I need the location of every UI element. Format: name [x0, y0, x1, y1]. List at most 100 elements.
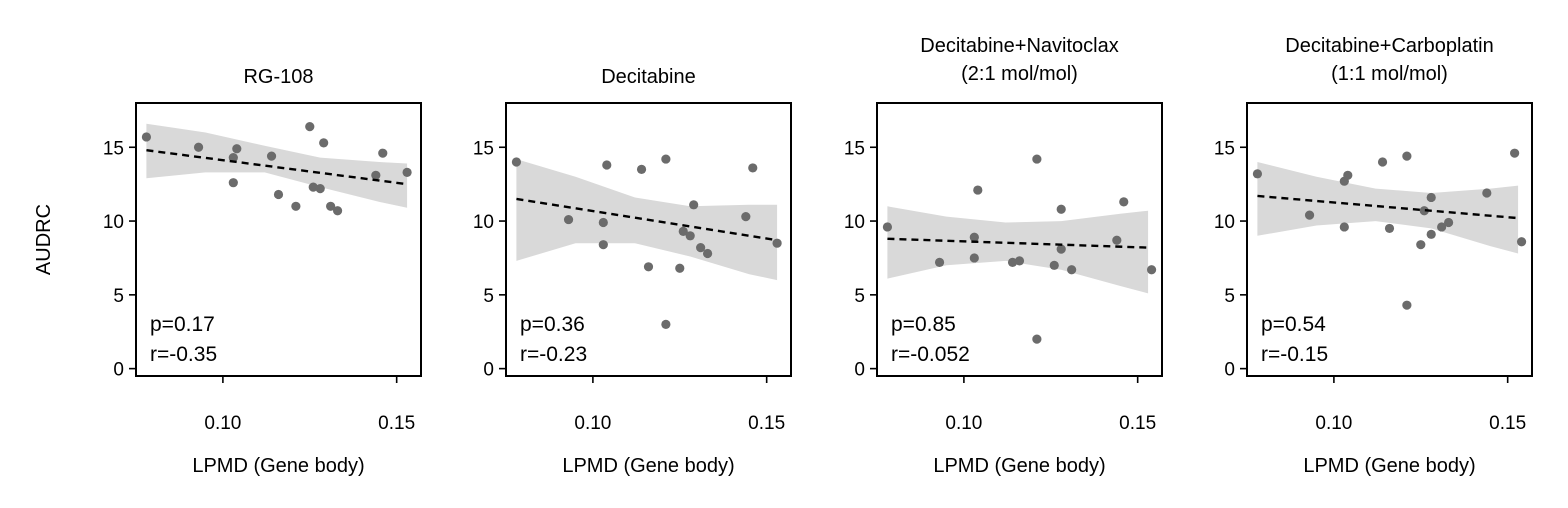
data-point — [266, 151, 277, 161]
x-tick-label: 0.10 — [1315, 413, 1352, 434]
data-point — [1067, 265, 1077, 275]
axes-frame — [135, 102, 422, 377]
y-tick-label: 5 — [113, 286, 124, 307]
data-point — [772, 238, 782, 248]
data-point — [661, 154, 671, 164]
p-value-label: p=0.36 — [520, 313, 585, 336]
x-tick-label: 0.10 — [204, 413, 241, 434]
r-value-label: r=-0.052 — [891, 343, 970, 366]
regression-line — [887, 237, 1149, 249]
confidence-band — [887, 206, 1149, 294]
data-point — [741, 212, 751, 222]
x-tick-label: 0.15 — [378, 413, 415, 434]
data-point — [1402, 151, 1412, 161]
x-tick-label: 0.10 — [574, 413, 611, 434]
data-point — [1252, 169, 1263, 179]
data-point — [1426, 229, 1436, 239]
x-axis-label: LPMD (Gene body) — [933, 455, 1105, 477]
data-point — [1402, 300, 1412, 310]
data-point — [689, 200, 699, 210]
data-point — [1049, 260, 1059, 270]
data-point — [598, 240, 608, 250]
panel-title: Decitabine+Navitoclax — [920, 35, 1118, 57]
data-point — [1516, 237, 1527, 247]
y-tick-label: 10 — [1214, 212, 1235, 233]
data-point — [1339, 222, 1349, 232]
y-tick-label: 5 — [483, 286, 494, 307]
data-point — [1056, 244, 1066, 254]
r-value-label: r=-0.23 — [520, 343, 587, 366]
panel-title: (1:1 mol/mol) — [1331, 63, 1448, 85]
data-point — [332, 206, 343, 216]
data-point — [969, 232, 979, 242]
data-point — [228, 153, 238, 163]
data-point — [1146, 265, 1157, 275]
panel-title: Decitabine — [601, 66, 696, 88]
data-point — [1032, 334, 1042, 344]
data-point — [675, 263, 685, 273]
data-point — [702, 248, 713, 259]
data-point — [1119, 197, 1129, 207]
p-value-label: p=0.17 — [150, 313, 215, 336]
axes-frame — [1246, 102, 1533, 377]
data-point — [1032, 154, 1042, 164]
data-point — [1343, 170, 1353, 180]
panel-title: Decitabine+Carboplatin — [1285, 35, 1493, 57]
data-point — [1426, 192, 1436, 203]
data-point — [1419, 206, 1429, 216]
data-point — [1482, 188, 1492, 198]
axes-frame — [876, 102, 1163, 377]
data-point — [1510, 148, 1520, 158]
data-point — [1112, 235, 1122, 245]
data-point — [141, 132, 152, 142]
y-tick-label: 0 — [1224, 360, 1235, 381]
panel-1: 0 5 10 15 0.10 0.15 LPMD (Gene body) AUDRC RG-10… — [33, 66, 422, 477]
x-axis-label: LPMD (Gene body) — [192, 455, 364, 477]
data-point — [598, 217, 608, 228]
regression-line — [1257, 194, 1519, 220]
x-tick-label: 0.10 — [945, 413, 982, 434]
y-tick-label: 5 — [1224, 286, 1235, 307]
confidence-band — [1257, 162, 1519, 254]
data-point — [305, 122, 315, 132]
data-point — [563, 214, 574, 225]
data-point — [969, 253, 979, 263]
data-point — [1377, 157, 1388, 167]
y-tick-label: 0 — [854, 360, 865, 381]
data-point — [511, 157, 522, 167]
data-point — [661, 319, 671, 329]
data-point — [402, 167, 412, 177]
panel-title: (2:1 mol/mol) — [961, 63, 1078, 85]
data-point — [748, 163, 758, 173]
data-point — [643, 262, 654, 272]
data-point — [326, 201, 336, 211]
panel-title: RG-108 — [243, 66, 313, 88]
data-point — [308, 182, 318, 192]
data-point — [319, 138, 329, 148]
x-tick-label: 0.15 — [1489, 413, 1526, 434]
data-point — [1384, 223, 1395, 234]
p-value-label: p=0.54 — [1261, 313, 1326, 336]
data-point — [232, 144, 242, 154]
data-point — [273, 189, 284, 200]
r-value-label: r=-0.15 — [1261, 343, 1328, 366]
panel-3: 0 5 10 15 0.10 0.15 LPMD (Gene body) Decitabine… — [844, 35, 1163, 477]
regression-line — [146, 149, 408, 186]
r-value-label: r=-0.35 — [150, 343, 217, 366]
confidence-band — [516, 159, 778, 281]
x-axis-label: LPMD (Gene body) — [562, 455, 734, 477]
confidence-band — [146, 123, 408, 208]
data-point — [1007, 257, 1018, 267]
y-tick-label: 15 — [844, 138, 865, 159]
data-point — [378, 148, 388, 158]
panel-2: 0 5 10 15 0.10 0.15 LPMD (Gene body) Decitabine… — [473, 66, 792, 477]
y-tick-label: 10 — [103, 212, 124, 233]
y-tick-label: 15 — [1214, 138, 1235, 159]
data-point — [1014, 256, 1025, 266]
x-tick-label: 0.15 — [1119, 413, 1156, 434]
y-tick-label: 0 — [483, 360, 494, 381]
y-axis-label: AUDRC — [33, 204, 55, 275]
data-point — [1437, 222, 1447, 232]
data-point — [882, 222, 893, 232]
